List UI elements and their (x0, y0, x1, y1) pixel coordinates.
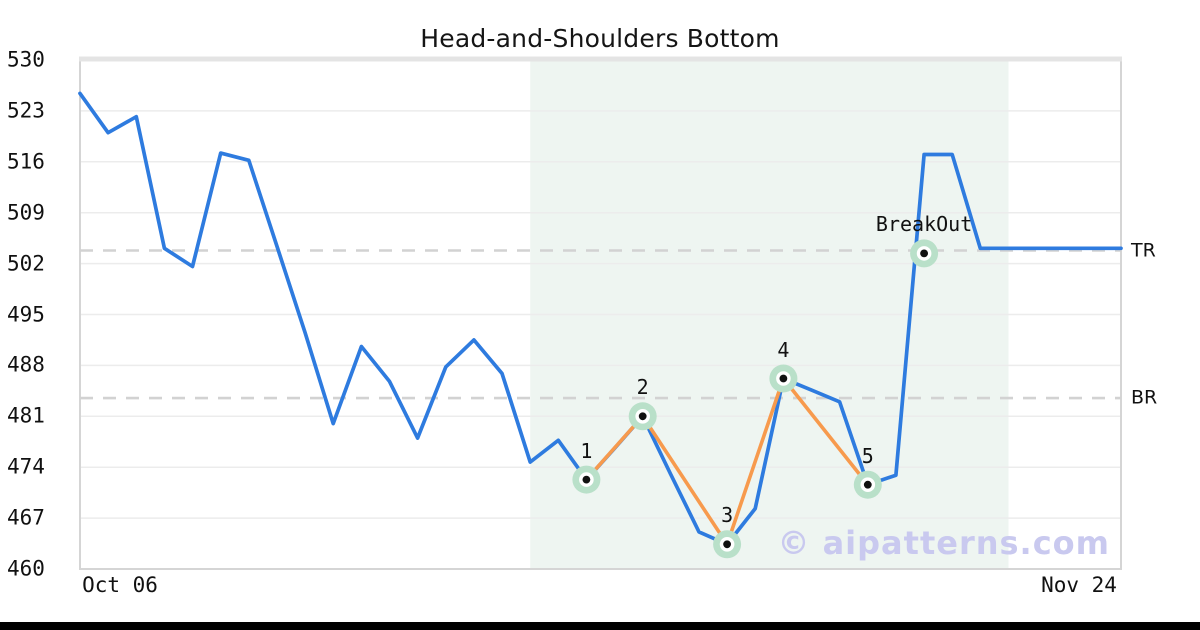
y-tick-label-481: 481 (7, 403, 45, 428)
y-tick-label-516: 516 (7, 149, 45, 174)
y-tick-label-460: 460 (7, 556, 45, 581)
pattern-point-label-3: 3 (721, 503, 734, 528)
level-label-br: BR (1131, 386, 1158, 409)
y-tick-label-509: 509 (7, 200, 45, 225)
pattern-point-label-4: 4 (777, 337, 790, 362)
bottom-bar (0, 622, 1200, 630)
y-tick-label-495: 495 (7, 302, 45, 326)
point-marker-4 (769, 364, 798, 393)
breakout-label: BreakOut (875, 212, 973, 237)
y-tick-label-488: 488 (7, 352, 45, 377)
pattern-point-label-2: 2 (636, 375, 649, 400)
point-marker-3 (713, 530, 742, 559)
point-marker-2 (628, 402, 657, 431)
x-tick-label-start: Oct 06 (82, 573, 158, 597)
chart-title: Head-and-Shoulders Bottom (420, 24, 780, 53)
point-marker-1 (572, 465, 601, 494)
pattern-point-label-5: 5 (861, 443, 874, 468)
level-label-tr: TR (1131, 239, 1156, 261)
y-tick-label-467: 467 (7, 505, 45, 530)
y-tick-label-502: 502 (7, 251, 45, 276)
y-tick-label-474: 474 (7, 454, 45, 479)
point-marker-breakout (910, 239, 939, 268)
pattern-point-label-1: 1 (580, 438, 593, 463)
y-tick-label-530: 530 (7, 47, 45, 72)
x-tick-label-end: Nov 24 (1041, 573, 1117, 597)
point-marker-5 (853, 470, 882, 499)
y-tick-label-523: 523 (7, 98, 45, 123)
watermark: © aipatterns.com (777, 524, 1110, 562)
